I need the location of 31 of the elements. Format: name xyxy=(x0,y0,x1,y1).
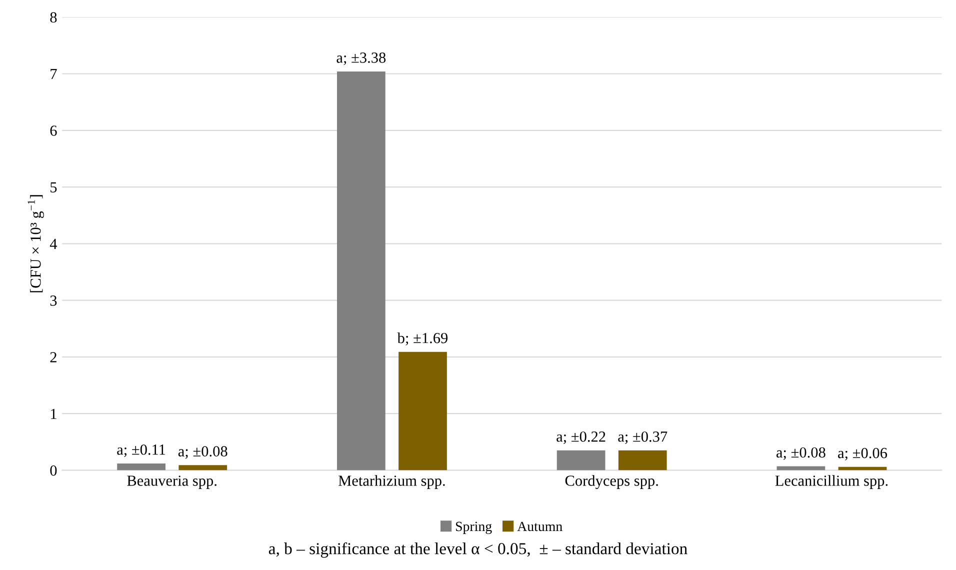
bar xyxy=(398,352,447,470)
legend-label: Spring xyxy=(456,522,492,534)
y-axis-title: [CFU × 10³ g$^{−1}$] xyxy=(28,195,44,292)
annotation: a; ±0.08 xyxy=(776,447,826,460)
annotation: a; ±0.22 xyxy=(556,431,606,444)
annotation: a; ±0.06 xyxy=(838,448,888,460)
bar xyxy=(618,450,667,470)
x-tick-label: Cordyceps spp. xyxy=(565,475,658,490)
annotation: a; ±0.37 xyxy=(618,431,668,444)
y-tick-label: 8 xyxy=(50,12,57,23)
legend-label: Autumn xyxy=(517,522,562,532)
y-tick-label: 0 xyxy=(50,465,57,476)
y-tick-label: 1 xyxy=(50,408,56,419)
text: a, b – significance at the level α < 0.05, ± – standard deviation xyxy=(268,542,688,558)
y-tick-label: 4 xyxy=(50,238,58,249)
x-tick-label: Metarhizium spp. xyxy=(338,475,445,489)
x-tick-label: Lecanicillium spp. xyxy=(775,475,888,489)
x-tick-label: Beauveria spp. xyxy=(127,476,216,489)
annotation: a; ±3.38 xyxy=(336,52,386,66)
y-tick-label: 7 xyxy=(50,69,57,80)
bar xyxy=(117,463,166,470)
annotation: a; ±0.08 xyxy=(178,446,228,459)
bar xyxy=(336,71,386,470)
bar xyxy=(556,450,606,470)
annotation: a; ±0.11 xyxy=(117,444,166,457)
y-tick-label: 2 xyxy=(50,352,56,362)
bar xyxy=(178,465,228,470)
y-tick-label: 5 xyxy=(50,182,57,192)
annotation: b; ±1.69 xyxy=(397,332,448,346)
y-tick-label: 6 xyxy=(50,126,57,136)
y-tick-label: 3 xyxy=(50,296,57,306)
